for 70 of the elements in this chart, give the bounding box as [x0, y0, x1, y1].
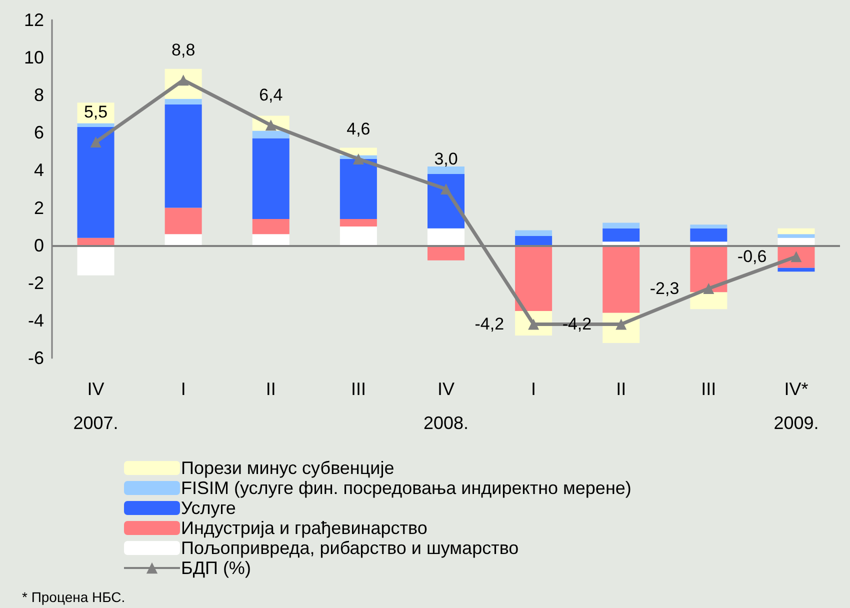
bar — [428, 228, 464, 246]
bar — [340, 219, 377, 227]
bar — [515, 236, 552, 246]
y-tick-label: 6 — [34, 122, 44, 143]
y-tick-label: -6 — [28, 348, 44, 368]
legend-label: Индустрија и грађевинарство — [181, 518, 428, 538]
x-tick-label: II — [266, 379, 276, 399]
bar — [252, 234, 290, 246]
bar — [252, 219, 290, 234]
data-label: 6,4 — [259, 86, 283, 105]
bar — [164, 98, 202, 104]
bar — [164, 208, 202, 234]
point — [352, 153, 364, 164]
y-tick-label: -2 — [28, 272, 44, 293]
data-label: -4,2 — [562, 314, 592, 334]
bar — [778, 268, 815, 272]
y-tick-label: 10 — [24, 48, 44, 68]
bar — [77, 127, 114, 238]
bar — [778, 238, 815, 246]
data-label: 3,0 — [434, 150, 458, 168]
bar — [77, 245, 114, 276]
bar — [428, 245, 464, 260]
y-tick-label: -4 — [28, 310, 44, 330]
bar — [340, 158, 377, 220]
bar — [164, 104, 202, 208]
bar — [515, 245, 552, 312]
text: * Процена НБС. — [22, 589, 126, 605]
bar — [602, 245, 640, 313]
bar — [77, 123, 114, 128]
bar — [164, 234, 202, 246]
x-tick-label: IV 2007. — [73, 379, 118, 433]
bar — [778, 234, 815, 238]
bar — [690, 228, 728, 242]
x-tick-label: I — [180, 379, 186, 399]
bar — [602, 228, 640, 242]
bar — [252, 130, 290, 138]
point — [703, 283, 714, 294]
bar — [428, 166, 464, 174]
y-tick-label: 2 — [34, 198, 44, 218]
point — [440, 184, 452, 194]
x-tick-label: IV* 2009. — [774, 379, 819, 433]
data-label: 5,5 — [84, 102, 108, 122]
legend-label: Пољопривреда, рибарство и шумарство — [181, 538, 519, 558]
y-tick-label: 4 — [34, 160, 44, 180]
legend-label: Услуге — [181, 498, 236, 518]
bar — [602, 222, 640, 228]
bar — [77, 238, 114, 246]
x-tick-label: III — [701, 379, 716, 399]
x-tick-label: II — [616, 379, 626, 399]
legend-label: БДП (%) — [181, 558, 251, 578]
bar — [690, 224, 728, 228]
y-tick-label: 12 — [24, 10, 44, 30]
data-label: -2,3 — [650, 279, 680, 298]
x-tick-label: III — [350, 379, 366, 399]
data-label: -0,6 — [737, 247, 767, 266]
bar — [252, 138, 290, 220]
data-label: 8,8 — [172, 40, 196, 60]
bar — [340, 226, 377, 246]
x-tick-label: IV 2008. — [423, 379, 469, 433]
data-label: -4,2 — [474, 314, 504, 334]
bar — [515, 230, 552, 236]
bar — [778, 228, 815, 234]
y-tick-label: 8 — [34, 85, 44, 106]
bar — [690, 292, 728, 310]
point — [90, 136, 102, 148]
legend-label: Порези минус субвенције — [181, 458, 394, 478]
y-tick-label: 0 — [34, 235, 44, 256]
legend-label: FISIM (услуге фин. посредовања индиректно мерене) — [181, 478, 632, 498]
data-label: 4,6 — [346, 119, 370, 138]
x-tick-label: I — [531, 379, 536, 399]
